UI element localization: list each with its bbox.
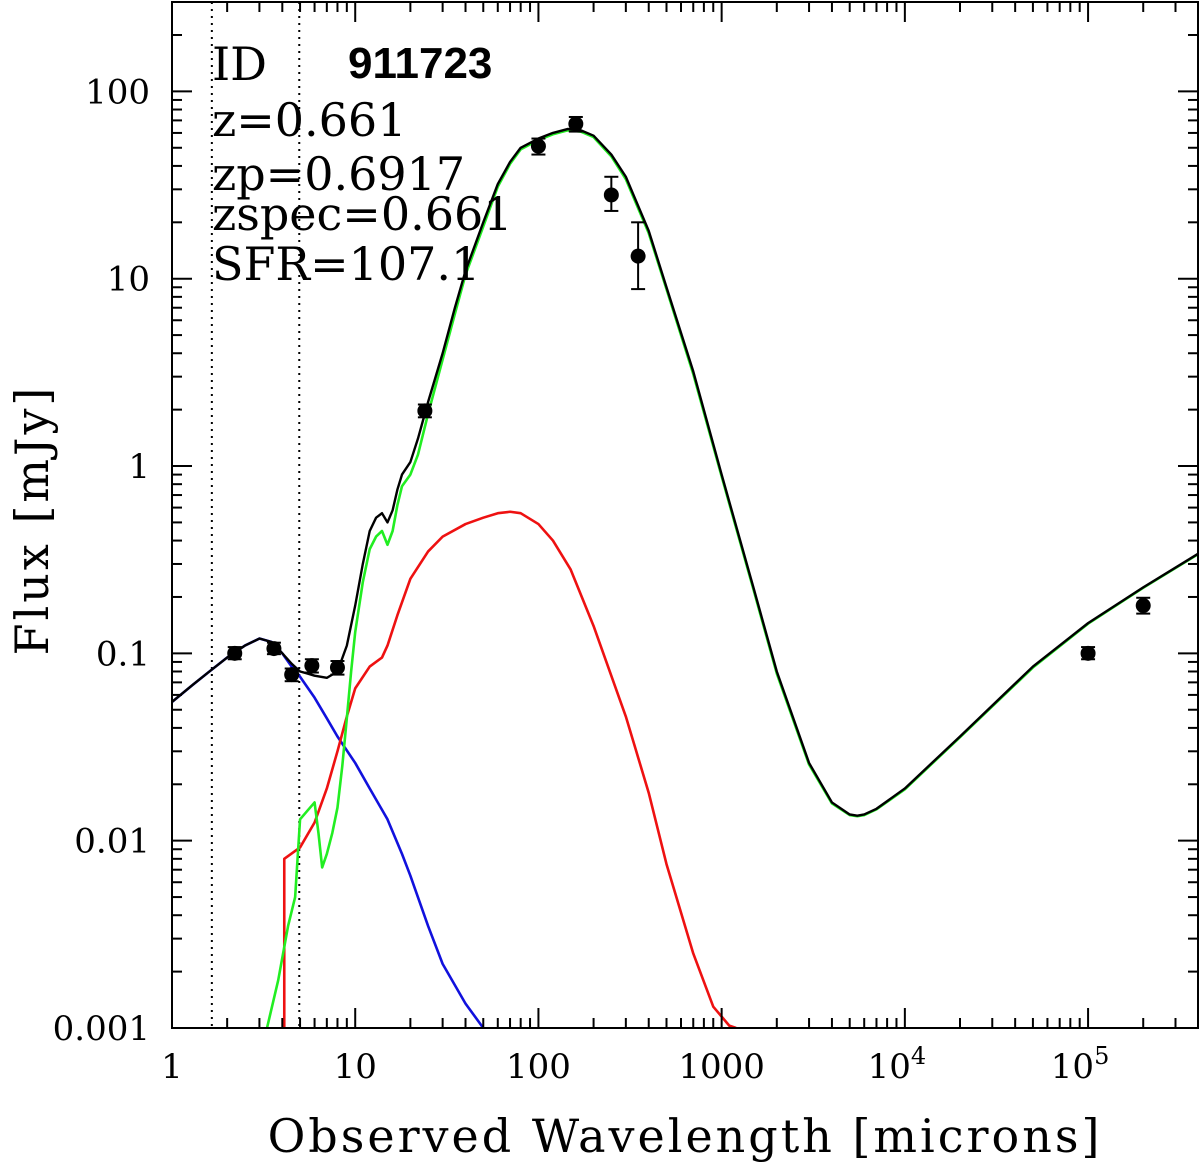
z-annotation: z=0.661 xyxy=(212,93,406,147)
axis-ticks xyxy=(171,1,1198,1029)
data-point xyxy=(530,137,546,156)
data-point-marker xyxy=(304,658,320,674)
data-point-marker xyxy=(266,641,282,657)
x-tick-label: 1 xyxy=(161,1047,183,1087)
data-point xyxy=(227,645,243,661)
data-point xyxy=(630,221,646,291)
y-tick-label: 100 xyxy=(85,72,150,112)
data-point xyxy=(304,658,320,674)
y-axis-title: Flux [mJy] xyxy=(5,385,59,656)
y-tick-label: 0.01 xyxy=(74,822,150,862)
id-label: ID xyxy=(212,37,267,91)
data-point xyxy=(1135,596,1151,615)
plot-frame xyxy=(171,1,1199,1029)
data-point-marker xyxy=(568,116,584,132)
x-tick-label: 10 xyxy=(334,1047,377,1087)
x-tick-label: 104 xyxy=(868,1042,927,1087)
y-tick-label: 0.001 xyxy=(53,1009,150,1049)
zspec-annotation: zspec=0.661 xyxy=(212,187,513,241)
data-point-marker xyxy=(630,248,646,264)
y-tick-label: 0.1 xyxy=(96,634,150,674)
data-point-marker xyxy=(1080,645,1096,661)
y-tick-label: 1 xyxy=(128,447,150,487)
id-value: 911723 xyxy=(348,39,492,88)
zp-annotation: zp=0.6917 xyxy=(212,147,465,201)
series-line-red xyxy=(282,510,737,1028)
data-point-marker xyxy=(1135,598,1151,614)
data-point-marker xyxy=(530,138,546,154)
tick-labels: 1 10 100 1000 104 105 0.001 0.01 0.1 1 10 100 xyxy=(53,72,1110,1087)
data-point xyxy=(568,115,584,133)
sfr-annotation: SFR=107.1 xyxy=(212,237,480,291)
y-tick-label: 10 xyxy=(107,260,150,300)
data-points xyxy=(227,115,1151,683)
data-point xyxy=(603,175,619,212)
x-axis-title: Observed Wavelength [microns] xyxy=(268,1109,1103,1163)
data-point xyxy=(1080,645,1096,661)
data-point-marker xyxy=(284,667,300,683)
data-point xyxy=(329,660,345,676)
series-line-blue xyxy=(172,637,485,1028)
x-tick-label: 100 xyxy=(506,1047,571,1087)
data-point xyxy=(266,641,282,657)
data-point xyxy=(284,667,300,683)
data-point-marker xyxy=(417,403,433,419)
data-point xyxy=(417,403,433,419)
x-tick-label: 1000 xyxy=(678,1047,765,1087)
vertical-markers xyxy=(210,2,301,1028)
data-point-marker xyxy=(227,645,243,661)
x-tick-label: 105 xyxy=(1051,1042,1110,1087)
data-point-marker xyxy=(329,660,345,676)
data-point-marker xyxy=(603,187,619,203)
